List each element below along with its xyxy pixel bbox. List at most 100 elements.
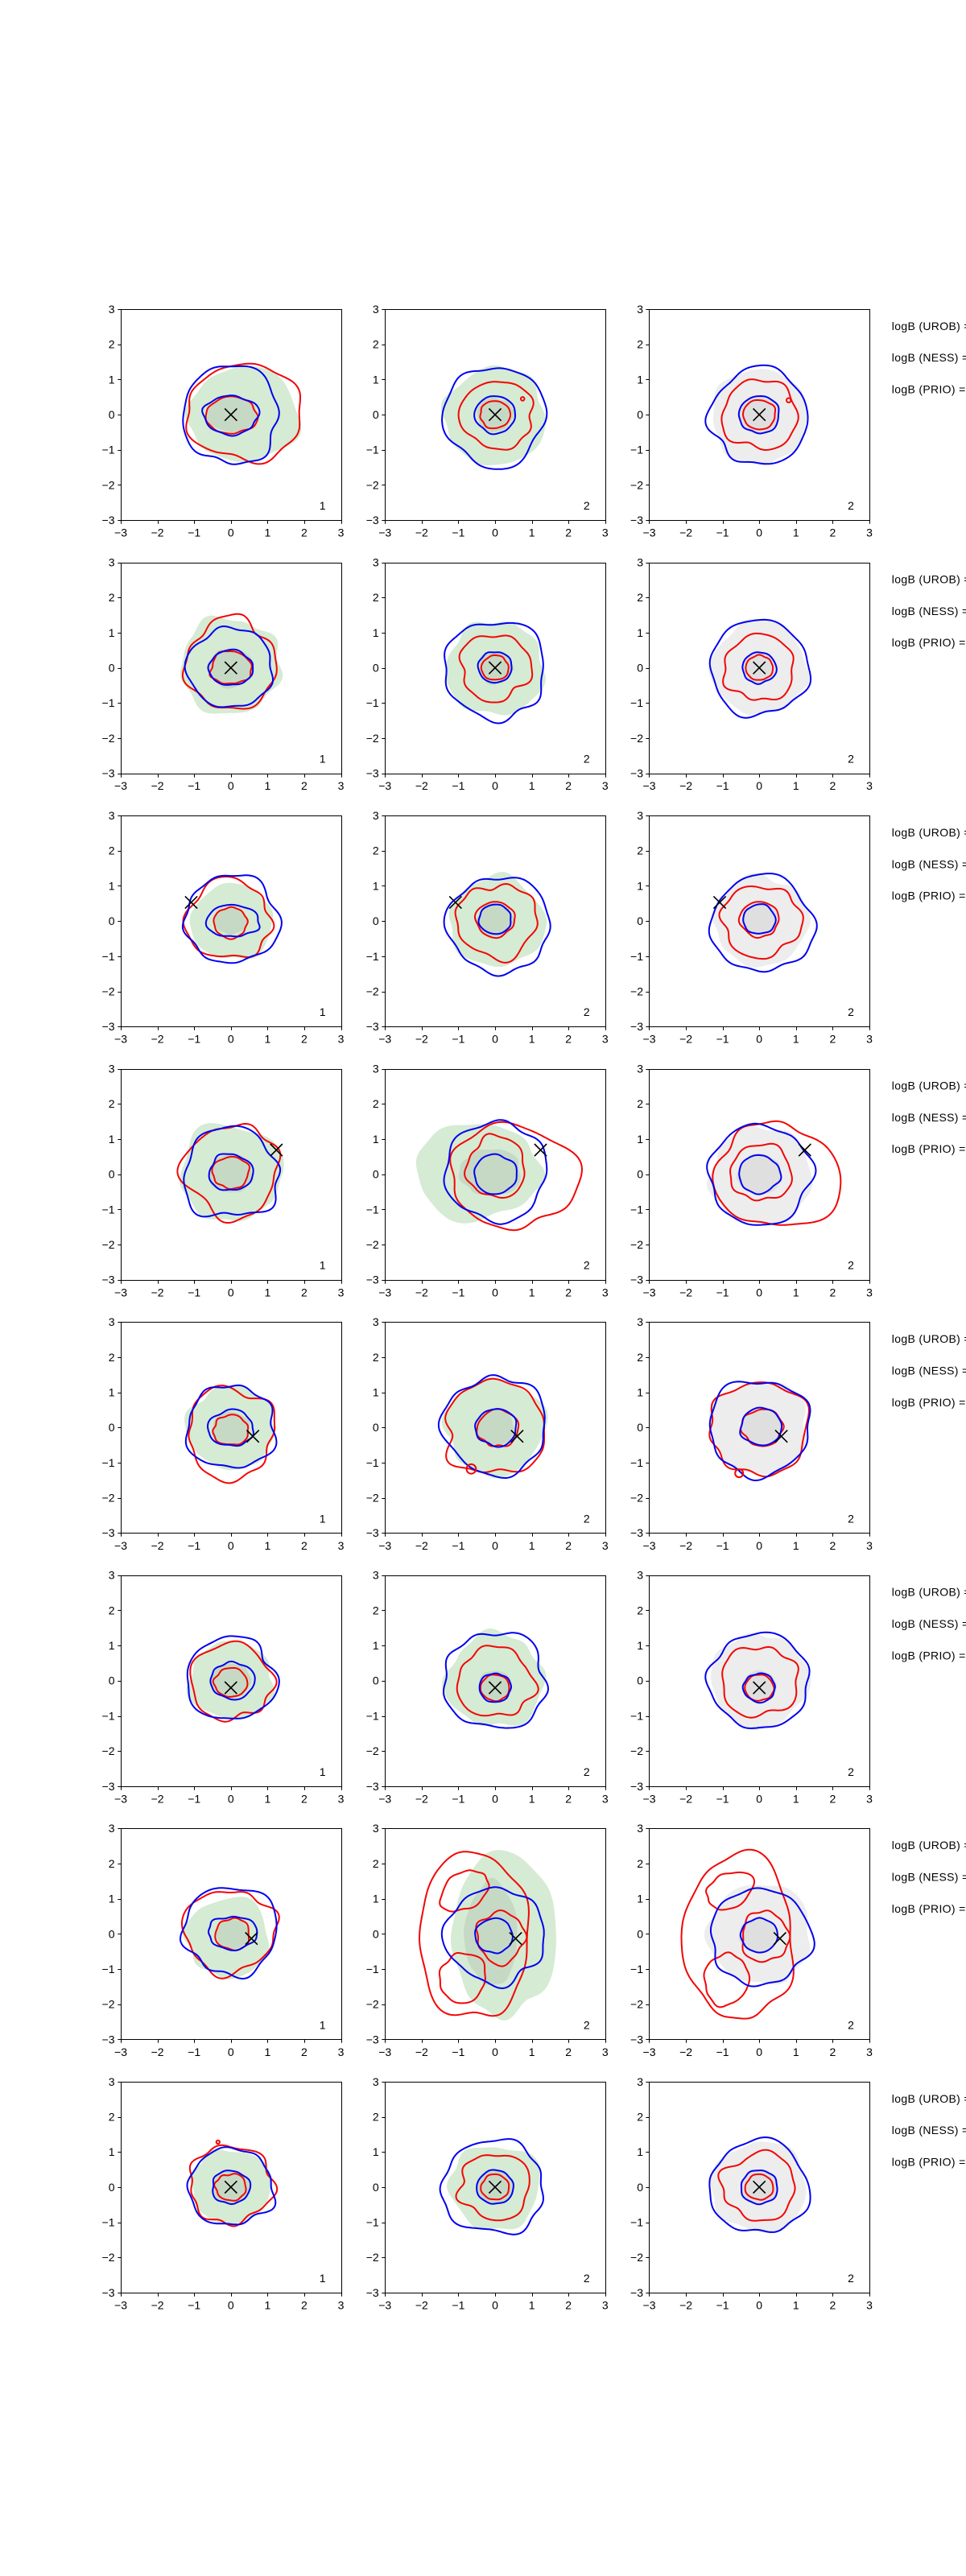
svg-text:logB (UROB) = 0.41: logB (UROB) = 0.41 (892, 1586, 966, 1599)
svg-text:−2: −2 (151, 2299, 164, 2312)
svg-text:−2: −2 (630, 2251, 643, 2264)
svg-text:3: 3 (109, 556, 115, 569)
svg-text:2: 2 (301, 1539, 308, 1552)
svg-text:2: 2 (584, 2272, 590, 2285)
svg-text:3: 3 (637, 1822, 643, 1835)
svg-text:logB (PRIO) = 0.41: logB (PRIO) = 0.41 (892, 383, 966, 396)
svg-text:1: 1 (373, 2145, 379, 2158)
svg-text:−3: −3 (643, 1539, 656, 1552)
svg-text:1: 1 (265, 2046, 271, 2058)
svg-text:logB (UROB) = 0.41: logB (UROB) = 0.41 (892, 826, 966, 839)
svg-text:−1: −1 (102, 1963, 115, 1975)
svg-text:2: 2 (830, 1792, 836, 1805)
svg-text:1: 1 (320, 499, 326, 512)
svg-text:2: 2 (301, 1033, 308, 1046)
svg-text:−1: −1 (188, 1792, 200, 1805)
svg-text:1: 1 (265, 1033, 271, 1046)
svg-text:−3: −3 (630, 2286, 643, 2299)
svg-text:0: 0 (492, 779, 498, 792)
svg-text:1: 1 (373, 1386, 379, 1399)
svg-text:1: 1 (265, 1286, 271, 1298)
svg-text:0: 0 (228, 1792, 234, 1805)
svg-text:−2: −2 (151, 1539, 164, 1552)
svg-text:−1: −1 (716, 1033, 729, 1046)
svg-text:−1: −1 (630, 1963, 643, 1975)
svg-text:−2: −2 (415, 2046, 428, 2058)
svg-text:0: 0 (756, 779, 762, 792)
svg-text:−1: −1 (188, 2299, 200, 2312)
svg-text:2: 2 (637, 338, 643, 351)
svg-text:−1: −1 (716, 1539, 729, 1552)
svg-text:−1: −1 (630, 1203, 643, 1216)
svg-text:−1: −1 (452, 2046, 464, 2058)
svg-text:3: 3 (637, 1569, 643, 1582)
svg-text:−2: −2 (366, 1744, 379, 1757)
svg-text:−1: −1 (452, 1539, 464, 1552)
svg-text:−3: −3 (114, 1033, 127, 1046)
svg-text:−3: −3 (102, 2286, 115, 2299)
svg-text:−3: −3 (114, 2299, 127, 2312)
svg-text:0: 0 (492, 1033, 498, 1046)
svg-text:3: 3 (866, 779, 873, 792)
svg-text:1: 1 (320, 1512, 326, 1525)
svg-text:3: 3 (373, 303, 379, 316)
svg-text:1: 1 (109, 373, 115, 386)
svg-text:2: 2 (109, 338, 115, 351)
svg-text:−3: −3 (643, 526, 656, 539)
svg-text:1: 1 (529, 779, 535, 792)
svg-text:0: 0 (492, 1286, 498, 1298)
svg-text:logB (NESS) = 0.41: logB (NESS) = 0.41 (892, 605, 966, 617)
svg-text:3: 3 (637, 1063, 643, 1075)
svg-text:2: 2 (109, 2111, 115, 2124)
svg-text:2: 2 (565, 1286, 572, 1298)
svg-text:3: 3 (373, 1822, 379, 1835)
svg-text:3: 3 (637, 2075, 643, 2088)
svg-text:−1: −1 (102, 1203, 115, 1216)
svg-text:2: 2 (301, 2046, 308, 2058)
svg-text:−3: −3 (643, 2299, 656, 2312)
svg-text:1: 1 (265, 779, 271, 792)
svg-text:logB (NESS) = 0.41: logB (NESS) = 0.41 (892, 1111, 966, 1124)
svg-text:2: 2 (373, 1604, 379, 1616)
svg-text:−2: −2 (102, 985, 115, 997)
svg-text:−1: −1 (630, 696, 643, 709)
svg-text:0: 0 (492, 526, 498, 539)
svg-text:3: 3 (338, 1286, 345, 1298)
svg-text:−1: −1 (366, 1709, 379, 1722)
svg-text:2: 2 (830, 1033, 836, 1046)
svg-text:2: 2 (637, 591, 643, 604)
svg-text:2: 2 (848, 1259, 854, 1272)
svg-text:2: 2 (848, 1765, 854, 1778)
svg-text:2: 2 (373, 844, 379, 857)
svg-text:−2: −2 (415, 2299, 428, 2312)
svg-text:−3: −3 (102, 1020, 115, 1033)
svg-text:−2: −2 (151, 1792, 164, 1805)
svg-text:2: 2 (848, 1512, 854, 1525)
svg-text:0: 0 (637, 408, 643, 421)
svg-text:−1: −1 (630, 1709, 643, 1722)
svg-text:−1: −1 (188, 2046, 200, 2058)
svg-text:logB (PRIO) = 0.41: logB (PRIO) = 0.41 (892, 890, 966, 902)
svg-text:−2: −2 (415, 1792, 428, 1805)
svg-text:1: 1 (529, 2046, 535, 2058)
svg-text:−2: −2 (151, 2046, 164, 2058)
svg-text:0: 0 (492, 1792, 498, 1805)
svg-text:2: 2 (848, 753, 854, 766)
svg-text:3: 3 (373, 1063, 379, 1075)
svg-text:1: 1 (320, 2272, 326, 2285)
svg-text:1: 1 (373, 1639, 379, 1652)
svg-text:−3: −3 (366, 1780, 379, 1793)
svg-text:1: 1 (637, 1133, 643, 1146)
svg-text:−3: −3 (102, 767, 115, 780)
svg-text:2: 2 (848, 1005, 854, 1018)
svg-text:−2: −2 (415, 1033, 428, 1046)
svg-text:−1: −1 (102, 950, 115, 963)
svg-text:−2: −2 (630, 1492, 643, 1505)
svg-text:−1: −1 (366, 2216, 379, 2229)
svg-text:−3: −3 (114, 1792, 127, 1805)
svg-text:logB (UROB) = 0.41: logB (UROB) = 0.41 (892, 320, 966, 332)
svg-text:−2: −2 (415, 526, 428, 539)
svg-text:2: 2 (637, 1857, 643, 1870)
svg-text:1: 1 (529, 1539, 535, 1552)
svg-text:−2: −2 (679, 1033, 692, 1046)
